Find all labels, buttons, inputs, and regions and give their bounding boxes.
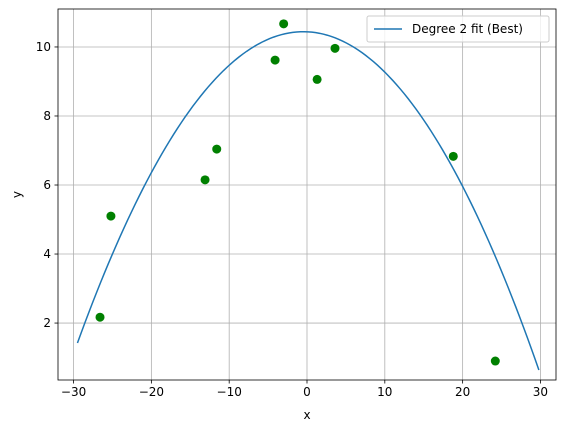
x-axis-label: x xyxy=(303,408,310,422)
y-tick-label: 2 xyxy=(43,316,51,330)
fit-curve-layer xyxy=(76,30,540,371)
scatter-point xyxy=(212,144,222,154)
scatter-point xyxy=(312,74,322,84)
axis-ticks: −30 −20 −10 0 10 20 30 2 4 6 8 10 xyxy=(36,40,548,399)
scatter-point xyxy=(279,19,289,29)
y-tick-label: 10 xyxy=(36,40,51,54)
y-tick-label: 6 xyxy=(43,178,51,192)
scatter-point xyxy=(448,151,458,161)
legend-box xyxy=(366,15,550,43)
y-tick-label: 4 xyxy=(43,247,51,261)
scatter-point xyxy=(95,312,105,322)
scatter-point xyxy=(270,55,280,65)
y-axis-label: y xyxy=(10,191,24,198)
scatter-points xyxy=(95,19,500,366)
x-tick-label: −10 xyxy=(217,385,242,399)
x-tick-label: −20 xyxy=(139,385,164,399)
x-tick-label: 20 xyxy=(455,385,470,399)
x-tick-label: 10 xyxy=(377,385,392,399)
scatter-point xyxy=(106,211,116,221)
x-tick-label: −30 xyxy=(61,385,86,399)
scatter-point xyxy=(200,175,210,185)
grid-lines xyxy=(58,9,556,380)
y-tick-label: 8 xyxy=(43,109,51,123)
legend-label: Degree 2 fit (Best) xyxy=(412,22,523,36)
x-tick-label: 0 xyxy=(303,385,311,399)
x-tick-label: 30 xyxy=(533,385,548,399)
fit-curve xyxy=(76,30,540,371)
legend: Degree 2 fit (Best) xyxy=(366,15,550,43)
scatter-point xyxy=(330,43,340,53)
scatter-point xyxy=(490,356,500,366)
